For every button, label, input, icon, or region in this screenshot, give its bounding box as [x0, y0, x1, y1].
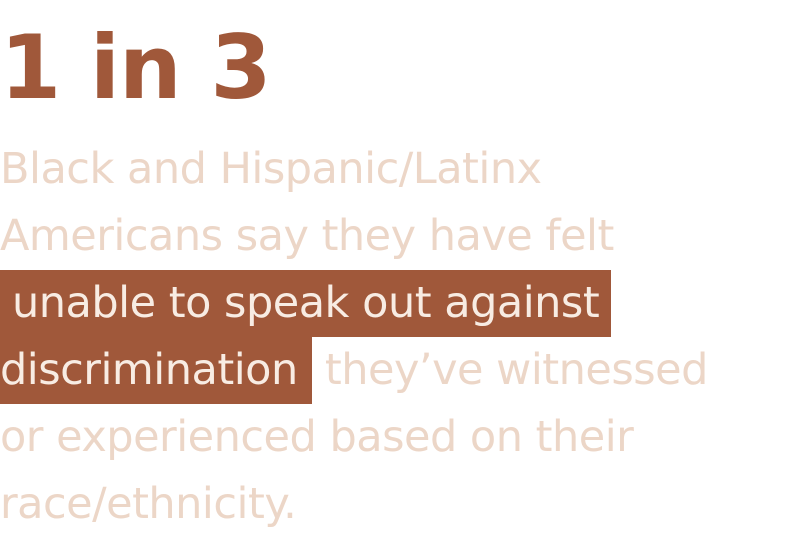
- highlighted-phrase-part-1: unable to speak out against: [0, 270, 612, 337]
- stat-headline: 1 in 3: [0, 16, 272, 119]
- description-line-6: race/ethnicity.: [0, 479, 297, 529]
- description-line-4-rest: they’ve witnessed: [324, 345, 709, 395]
- description-line-1: Black and Hispanic/Latinx: [0, 144, 542, 194]
- description-line-2: Americans say they have felt: [0, 211, 614, 261]
- description-line-4: discrimination they’ve witnessed: [0, 337, 785, 404]
- highlighted-phrase-part-2: discrimination: [0, 337, 312, 404]
- description-line-3: unable to speak out against: [0, 270, 785, 337]
- description-line-5: or experienced based on their: [0, 412, 634, 462]
- stat-description: Black and Hispanic/Latinx Americans say …: [0, 136, 785, 538]
